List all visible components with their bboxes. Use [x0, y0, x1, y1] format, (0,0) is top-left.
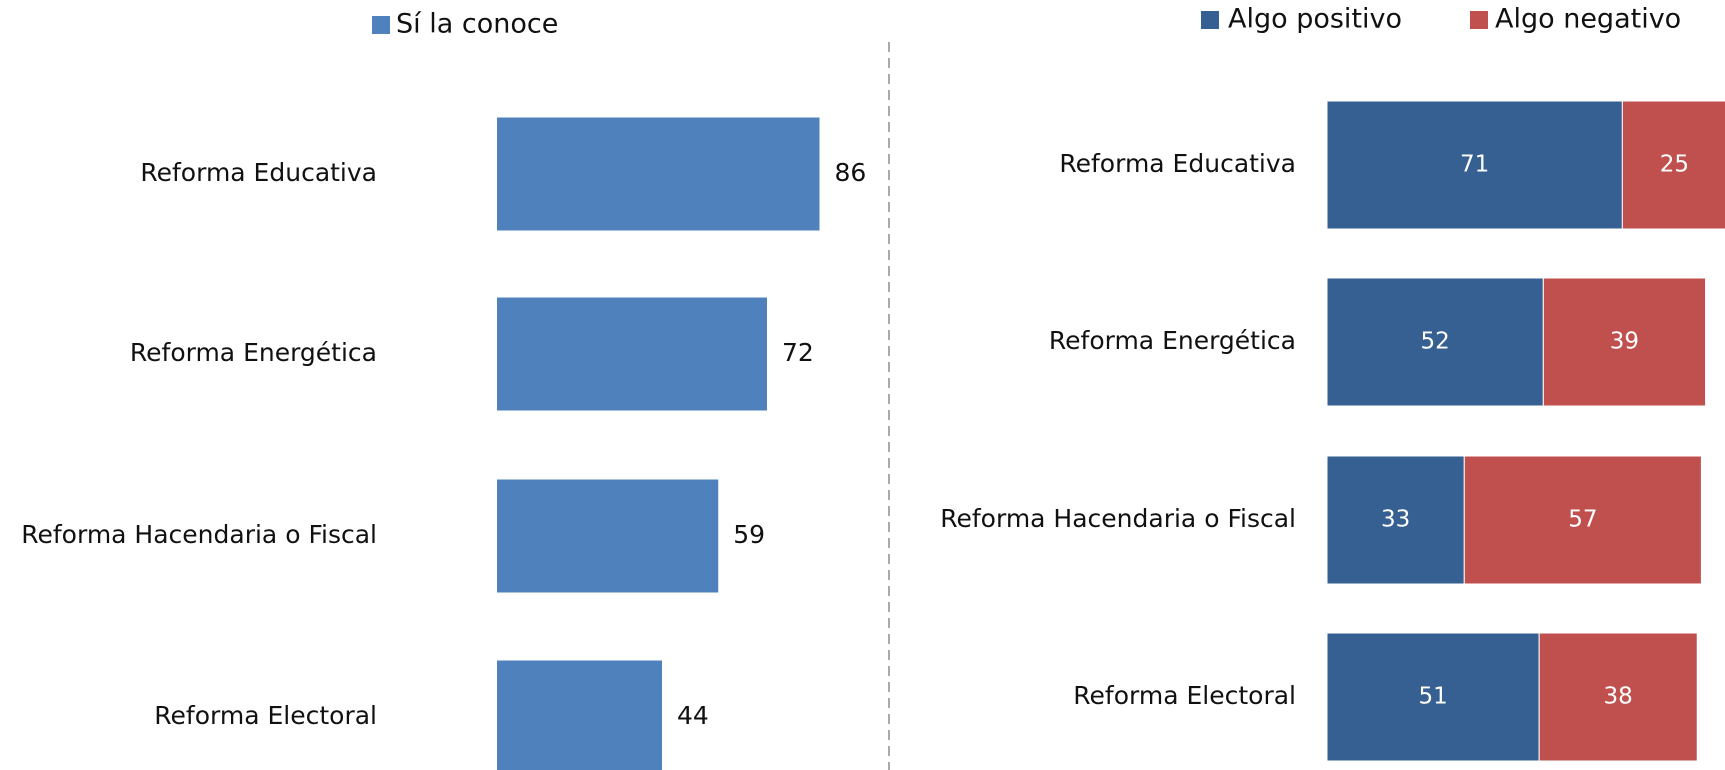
value-label: 72 — [782, 338, 814, 367]
bar-segment — [1621, 100, 1725, 230]
category-label: Reforma Hacendaria o Fiscal — [940, 504, 1296, 533]
value-label: 38 — [1604, 684, 1633, 710]
value-label: 39 — [1610, 329, 1639, 355]
legend-label: Algo negativo — [1495, 4, 1681, 35]
category-label: Reforma Electoral — [1073, 681, 1296, 710]
value-label: 25 — [1660, 152, 1689, 178]
bar-segment — [1326, 632, 1540, 762]
value-label: 51 — [1418, 684, 1447, 710]
legend-swatch — [372, 16, 390, 34]
bar — [497, 479, 719, 593]
value-label: 57 — [1568, 507, 1597, 533]
bar-segment — [1326, 100, 1623, 230]
value-label: 86 — [835, 158, 867, 187]
bar — [497, 297, 767, 411]
bar-segment — [1538, 632, 1698, 762]
legend-swatch — [1470, 11, 1488, 29]
bar-segment — [1463, 455, 1702, 585]
bar — [497, 117, 820, 231]
category-label: Reforma Educativa — [140, 158, 377, 187]
value-label: 59 — [733, 520, 765, 549]
category-label: Reforma Energética — [1049, 326, 1296, 355]
bar-segment — [1542, 277, 1707, 407]
value-label: 33 — [1381, 507, 1410, 533]
category-label: Reforma Electoral — [154, 701, 377, 730]
legend-swatch — [1201, 11, 1219, 29]
category-label: Reforma Hacendaria o Fiscal — [21, 520, 377, 549]
bar-segment — [1326, 277, 1544, 407]
bar — [497, 660, 662, 770]
bar-segment — [1326, 455, 1465, 585]
legend-label: Sí la conoce — [396, 9, 558, 40]
category-label: Reforma Energética — [130, 338, 377, 367]
legend-label: Algo positivo — [1228, 4, 1402, 35]
value-label: 44 — [677, 701, 709, 730]
value-label: 71 — [1460, 152, 1489, 178]
value-label: 52 — [1421, 329, 1450, 355]
category-label: Reforma Educativa — [1059, 149, 1296, 178]
